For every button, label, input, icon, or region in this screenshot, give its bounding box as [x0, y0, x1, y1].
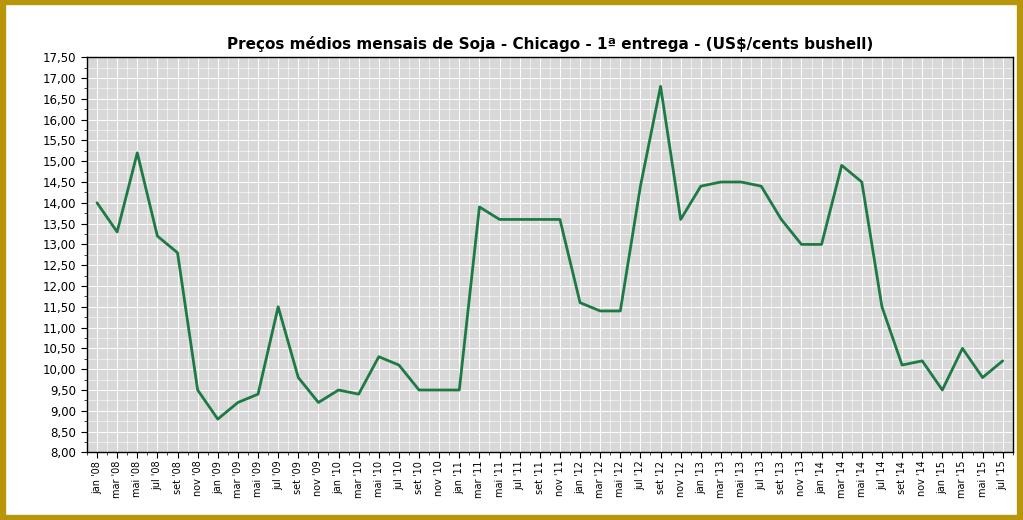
Title: Preços médios mensais de Soja - Chicago - 1ª entrega - (US$/cents bushell): Preços médios mensais de Soja - Chicago … — [227, 36, 873, 52]
